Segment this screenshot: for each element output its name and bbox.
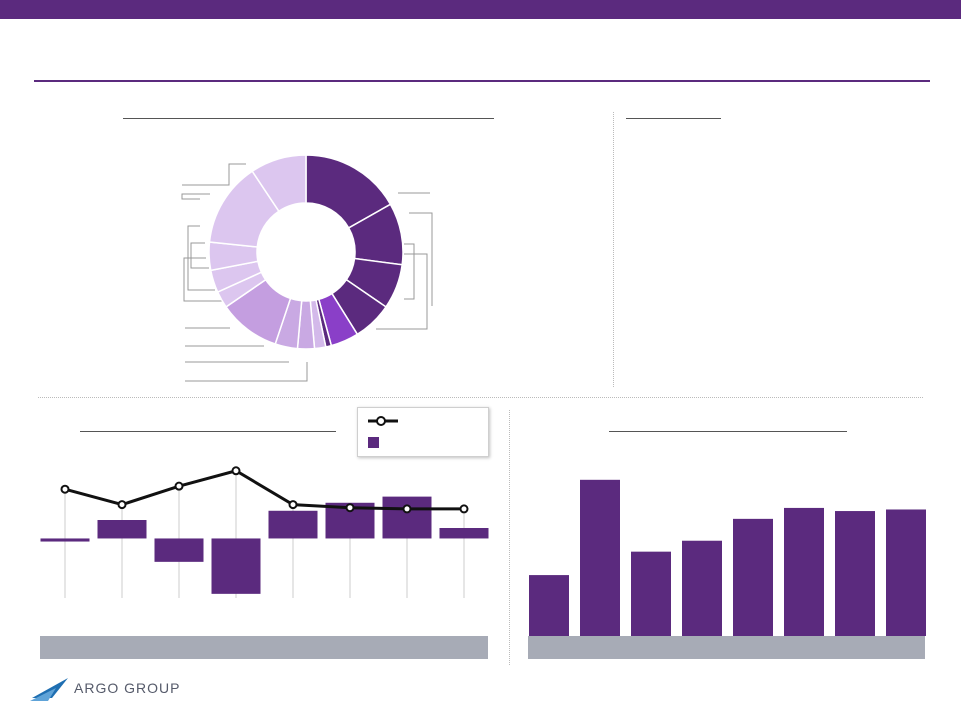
donut-slice-6: [315, 298, 333, 348]
donut-slice-8: [296, 299, 316, 350]
donut-slice-13: [208, 241, 259, 272]
line-point-4: [231, 466, 241, 476]
donut-slice-4: [330, 278, 387, 336]
donut-slice-1: [305, 154, 392, 229]
vertical-divider-bottom: [509, 410, 510, 665]
line-point-2: [117, 500, 127, 510]
bar-7: [835, 511, 875, 636]
title-underline: [34, 80, 930, 82]
line-point-1: [60, 484, 70, 494]
bar-3: [154, 538, 204, 562]
line-point-5: [288, 500, 298, 510]
bar-line-section-rule: [80, 431, 336, 432]
bar-chart-footer-band: [528, 636, 925, 659]
bar-2: [97, 520, 147, 539]
donut-slice-9: [274, 297, 303, 350]
bar-4: [211, 538, 261, 594]
donut-slice-11: [216, 271, 267, 308]
side-section-rule: [626, 118, 721, 119]
bar-5: [268, 510, 318, 539]
bar-4: [682, 540, 722, 636]
argo-group-logo: ARGO GROUP: [30, 676, 210, 702]
logo-wordmark: ARGO GROUP: [74, 680, 181, 696]
donut-slice-14: [208, 170, 280, 248]
horizontal-divider: [38, 397, 923, 398]
chart-legend: [357, 407, 489, 457]
donut-slice-7: [309, 299, 327, 350]
bar-5: [733, 518, 773, 636]
bar-section-rule: [609, 431, 847, 432]
donut-slice-2: [347, 203, 404, 266]
line-point-8: [459, 504, 469, 514]
line-point-3: [174, 481, 184, 491]
donut-slice-5: [317, 292, 359, 347]
bar-6: [784, 507, 824, 636]
bar-1: [40, 538, 90, 542]
top-banner: [0, 0, 961, 19]
line-point-7: [402, 504, 412, 514]
vertical-divider-top: [613, 112, 614, 387]
bar-line-footer-band: [40, 636, 488, 659]
donut-slice-15: [251, 154, 307, 213]
bar-6: [325, 502, 375, 539]
donut-slice-3: [345, 257, 403, 308]
donut-leader-lines: [181, 163, 433, 382]
bar-3: [631, 551, 671, 636]
line-point-6: [345, 503, 355, 513]
legend-line-marker-icon: [368, 416, 398, 426]
bar-8: [886, 509, 926, 636]
bar-8: [439, 528, 489, 539]
donut-slice-10: [225, 278, 292, 345]
line-series: [64, 469, 464, 511]
bar-1: [529, 575, 569, 636]
legend-bar-swatch-icon: [368, 437, 379, 448]
argo-logo-mark-icon: [30, 678, 68, 701]
bar-2: [580, 479, 620, 636]
donut-slice-12: [209, 260, 263, 294]
bar-7: [382, 496, 432, 539]
donut-section-rule: [123, 118, 494, 119]
